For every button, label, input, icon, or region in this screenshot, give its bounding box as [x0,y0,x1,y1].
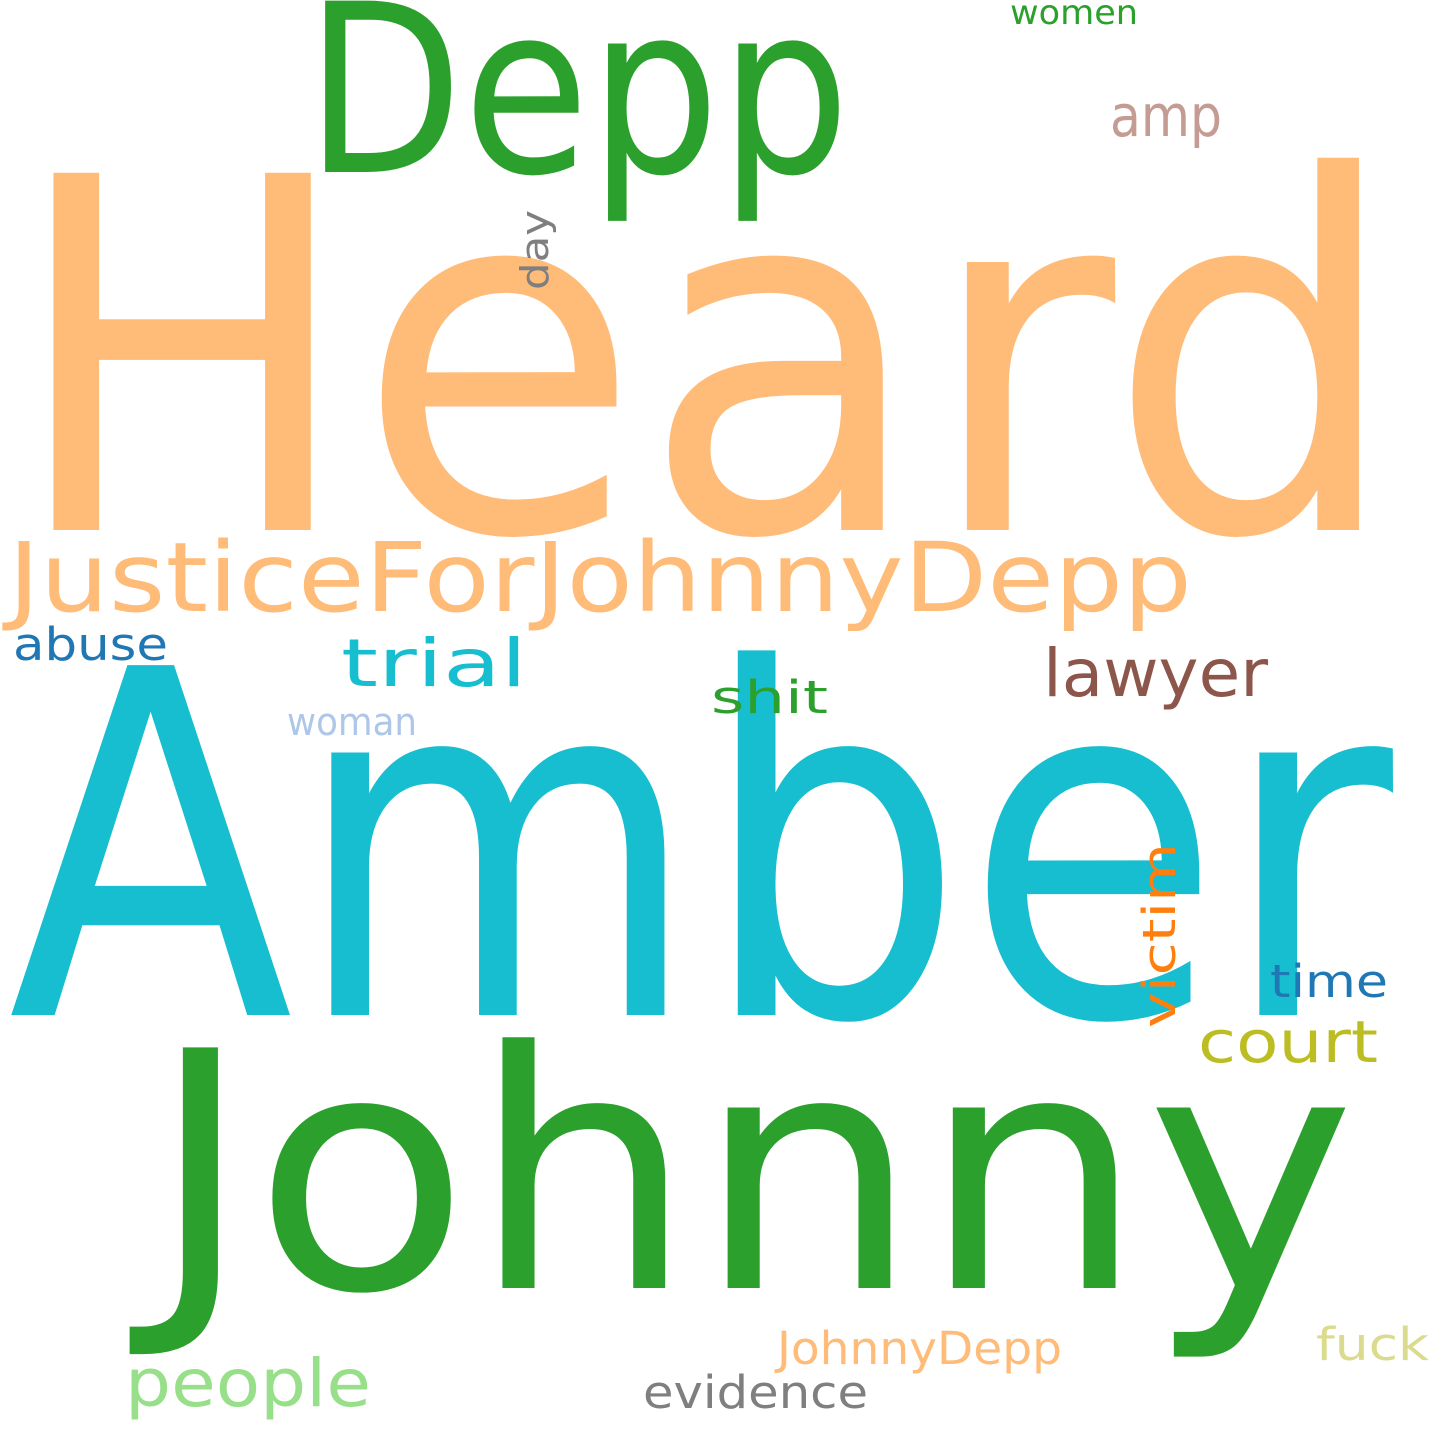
word-heard: Heard [8,75,1401,646]
word-fuck: fuck [1316,1318,1429,1371]
word-people: people [125,1345,371,1422]
word-amber: Amber [8,570,1397,1129]
word-abuse: abuse [13,618,168,671]
word-time: time [1270,955,1388,1008]
word-johnny: Johnny [126,982,1356,1366]
word-woman: woman [287,700,417,744]
word-evidence: evidence [643,1366,868,1419]
word-day: day [513,210,557,290]
word-trial: trial [341,625,527,702]
word-court: court [1198,1008,1378,1076]
word-lawyer: lawyer [1043,635,1269,712]
word-victim: victim [1133,843,1186,1028]
word-amp: amp [1110,82,1222,150]
word-shit: shit [711,671,828,724]
word-women: women [1010,0,1138,33]
word-depp: Depp [305,0,850,228]
word-johnnydepp: JohnnyDepp [774,1322,1062,1375]
word-justicefor-johnnydepp: JusticeForJohnnyDepp [2,522,1192,634]
